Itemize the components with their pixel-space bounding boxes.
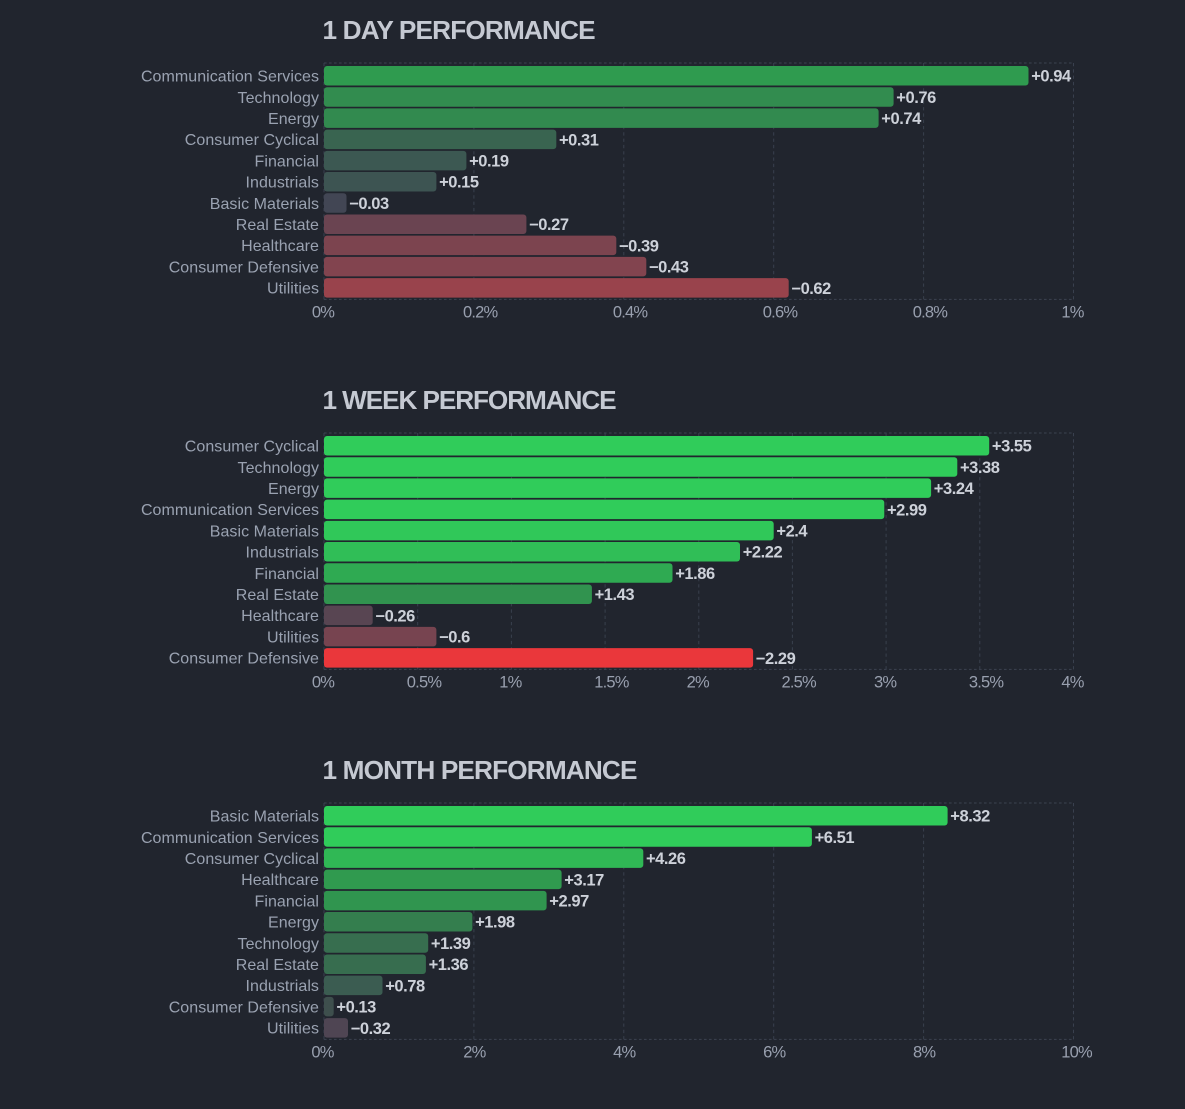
svg-text:3.5%: 3.5% [969,674,1005,692]
svg-text:+2.99: +2.99 [887,501,927,519]
svg-text:+3.38: +3.38 [960,459,1000,477]
svg-text:−0.26: −0.26 [375,607,415,625]
svg-text:Technology: Technology [238,936,319,953]
svg-text:+4.26: +4.26 [646,850,686,868]
svg-text:1 DAY PERFORMANCE: 1 DAY PERFORMANCE [323,15,596,45]
svg-text:4%: 4% [1061,674,1084,692]
svg-text:+0.13: +0.13 [336,999,376,1017]
svg-text:Healthcare: Healthcare [241,872,319,889]
svg-text:Financial: Financial [255,153,319,170]
svg-text:+6.51: +6.51 [815,829,855,847]
svg-text:Financial: Financial [255,893,319,910]
svg-text:0.4%: 0.4% [613,304,649,322]
svg-text:−0.32: −0.32 [351,1020,391,1038]
svg-text:1%: 1% [1061,304,1084,322]
svg-text:Utilities: Utilities [267,1021,319,1038]
svg-text:Energy: Energy [268,915,319,932]
svg-text:+8.32: +8.32 [950,808,990,826]
svg-text:10%: 10% [1061,1044,1093,1062]
svg-text:+1.98: +1.98 [475,914,515,932]
svg-text:−0.27: −0.27 [529,216,569,234]
svg-text:+2.4: +2.4 [776,523,808,541]
svg-text:+1.86: +1.86 [675,565,715,583]
svg-text:+0.74: +0.74 [881,110,922,128]
svg-text:+1.43: +1.43 [595,586,635,604]
svg-text:Consumer Cyclical: Consumer Cyclical [185,439,319,456]
svg-text:Healthcare: Healthcare [241,238,319,255]
svg-text:+1.39: +1.39 [431,935,471,953]
svg-text:0%: 0% [312,304,335,322]
svg-text:+3.17: +3.17 [564,871,604,889]
svg-text:6%: 6% [763,1044,786,1062]
svg-text:+2.22: +2.22 [743,544,783,562]
svg-text:+0.15: +0.15 [439,174,479,192]
svg-text:Energy: Energy [268,111,319,128]
svg-text:Basic Materials: Basic Materials [210,523,319,540]
svg-text:+3.55: +3.55 [992,438,1032,456]
svg-text:+0.31: +0.31 [559,131,599,149]
svg-text:Technology: Technology [238,90,319,107]
svg-text:−0.43: −0.43 [649,259,689,277]
svg-text:Consumer Defensive: Consumer Defensive [169,651,319,668]
svg-text:Industrials: Industrials [246,978,319,995]
svg-text:0%: 0% [312,674,335,692]
svg-text:Communication Services: Communication Services [141,830,319,847]
svg-text:Consumer Defensive: Consumer Defensive [169,999,319,1016]
svg-text:0%: 0% [311,1044,334,1062]
svg-text:Real Estate: Real Estate [236,587,319,604]
svg-text:1.5%: 1.5% [594,674,630,692]
svg-text:4%: 4% [613,1044,636,1062]
svg-text:2.5%: 2.5% [781,674,817,692]
svg-text:Basic Materials: Basic Materials [210,196,319,213]
svg-text:Consumer Cyclical: Consumer Cyclical [185,851,319,868]
svg-text:0.8%: 0.8% [913,304,949,322]
svg-text:Industrials: Industrials [246,175,319,192]
svg-text:Utilities: Utilities [267,629,319,646]
svg-text:+0.76: +0.76 [896,89,936,107]
svg-text:+1.36: +1.36 [429,956,469,974]
svg-text:Consumer Cyclical: Consumer Cyclical [185,132,319,149]
svg-text:−0.39: −0.39 [619,237,659,255]
svg-text:Utilities: Utilities [267,281,319,298]
svg-text:+0.78: +0.78 [385,977,425,995]
svg-text:−0.62: −0.62 [791,280,831,298]
svg-text:1%: 1% [499,674,522,692]
svg-text:Financial: Financial [255,566,319,583]
svg-text:Real Estate: Real Estate [236,957,319,974]
svg-text:Healthcare: Healthcare [241,608,319,625]
svg-text:2%: 2% [463,1044,486,1062]
svg-text:0.5%: 0.5% [407,674,443,692]
svg-text:Communication Services: Communication Services [141,502,319,519]
svg-text:−0.6: −0.6 [439,629,470,647]
svg-text:1 WEEK PERFORMANCE: 1 WEEK PERFORMANCE [323,385,617,415]
svg-text:1 MONTH PERFORMANCE: 1 MONTH PERFORMANCE [323,755,637,785]
svg-text:2%: 2% [687,674,710,692]
svg-text:Technology: Technology [238,460,319,477]
svg-text:3%: 3% [874,674,897,692]
svg-text:Basic Materials: Basic Materials [210,809,319,826]
svg-text:Energy: Energy [268,481,319,498]
svg-text:Consumer Defensive: Consumer Defensive [169,259,319,276]
svg-text:8%: 8% [913,1044,936,1062]
svg-text:+0.94: +0.94 [1031,68,1072,86]
svg-text:Real Estate: Real Estate [236,217,319,234]
svg-text:+0.19: +0.19 [469,153,509,171]
svg-text:0.6%: 0.6% [763,304,799,322]
svg-text:+2.97: +2.97 [549,893,589,911]
svg-text:+3.24: +3.24 [934,480,975,498]
svg-text:Industrials: Industrials [246,545,319,562]
svg-text:−0.03: −0.03 [349,195,389,213]
svg-text:−2.29: −2.29 [756,650,796,668]
svg-text:0.2%: 0.2% [463,304,499,322]
svg-text:Communication Services: Communication Services [141,69,319,86]
